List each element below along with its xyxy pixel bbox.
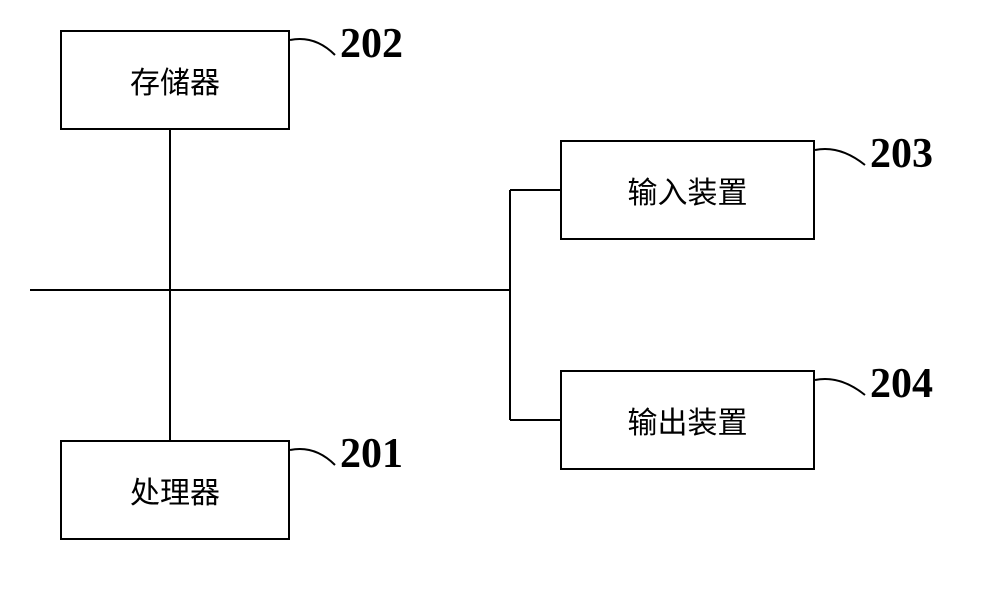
memory-label: 存储器 xyxy=(130,58,220,102)
bus-output-stub xyxy=(510,419,560,421)
bus-memory-stub xyxy=(169,130,171,290)
processor-box: 处理器 xyxy=(60,440,290,540)
output-box: 输出装置 xyxy=(560,370,815,470)
input-ref: 203 xyxy=(870,130,933,178)
output-label: 输出装置 xyxy=(628,398,748,442)
input-box: 输入装置 xyxy=(560,140,815,240)
output-ref: 204 xyxy=(870,360,933,408)
memory-ref: 202 xyxy=(340,20,403,68)
input-label: 输入装置 xyxy=(628,168,748,212)
memory-box: 存储器 xyxy=(60,30,290,130)
bus-right-vertical xyxy=(509,190,511,420)
processor-ref: 201 xyxy=(340,430,403,478)
bus-horizontal xyxy=(30,289,510,291)
processor-label: 处理器 xyxy=(130,468,220,512)
bus-processor-stub xyxy=(169,290,171,440)
bus-input-stub xyxy=(510,189,560,191)
